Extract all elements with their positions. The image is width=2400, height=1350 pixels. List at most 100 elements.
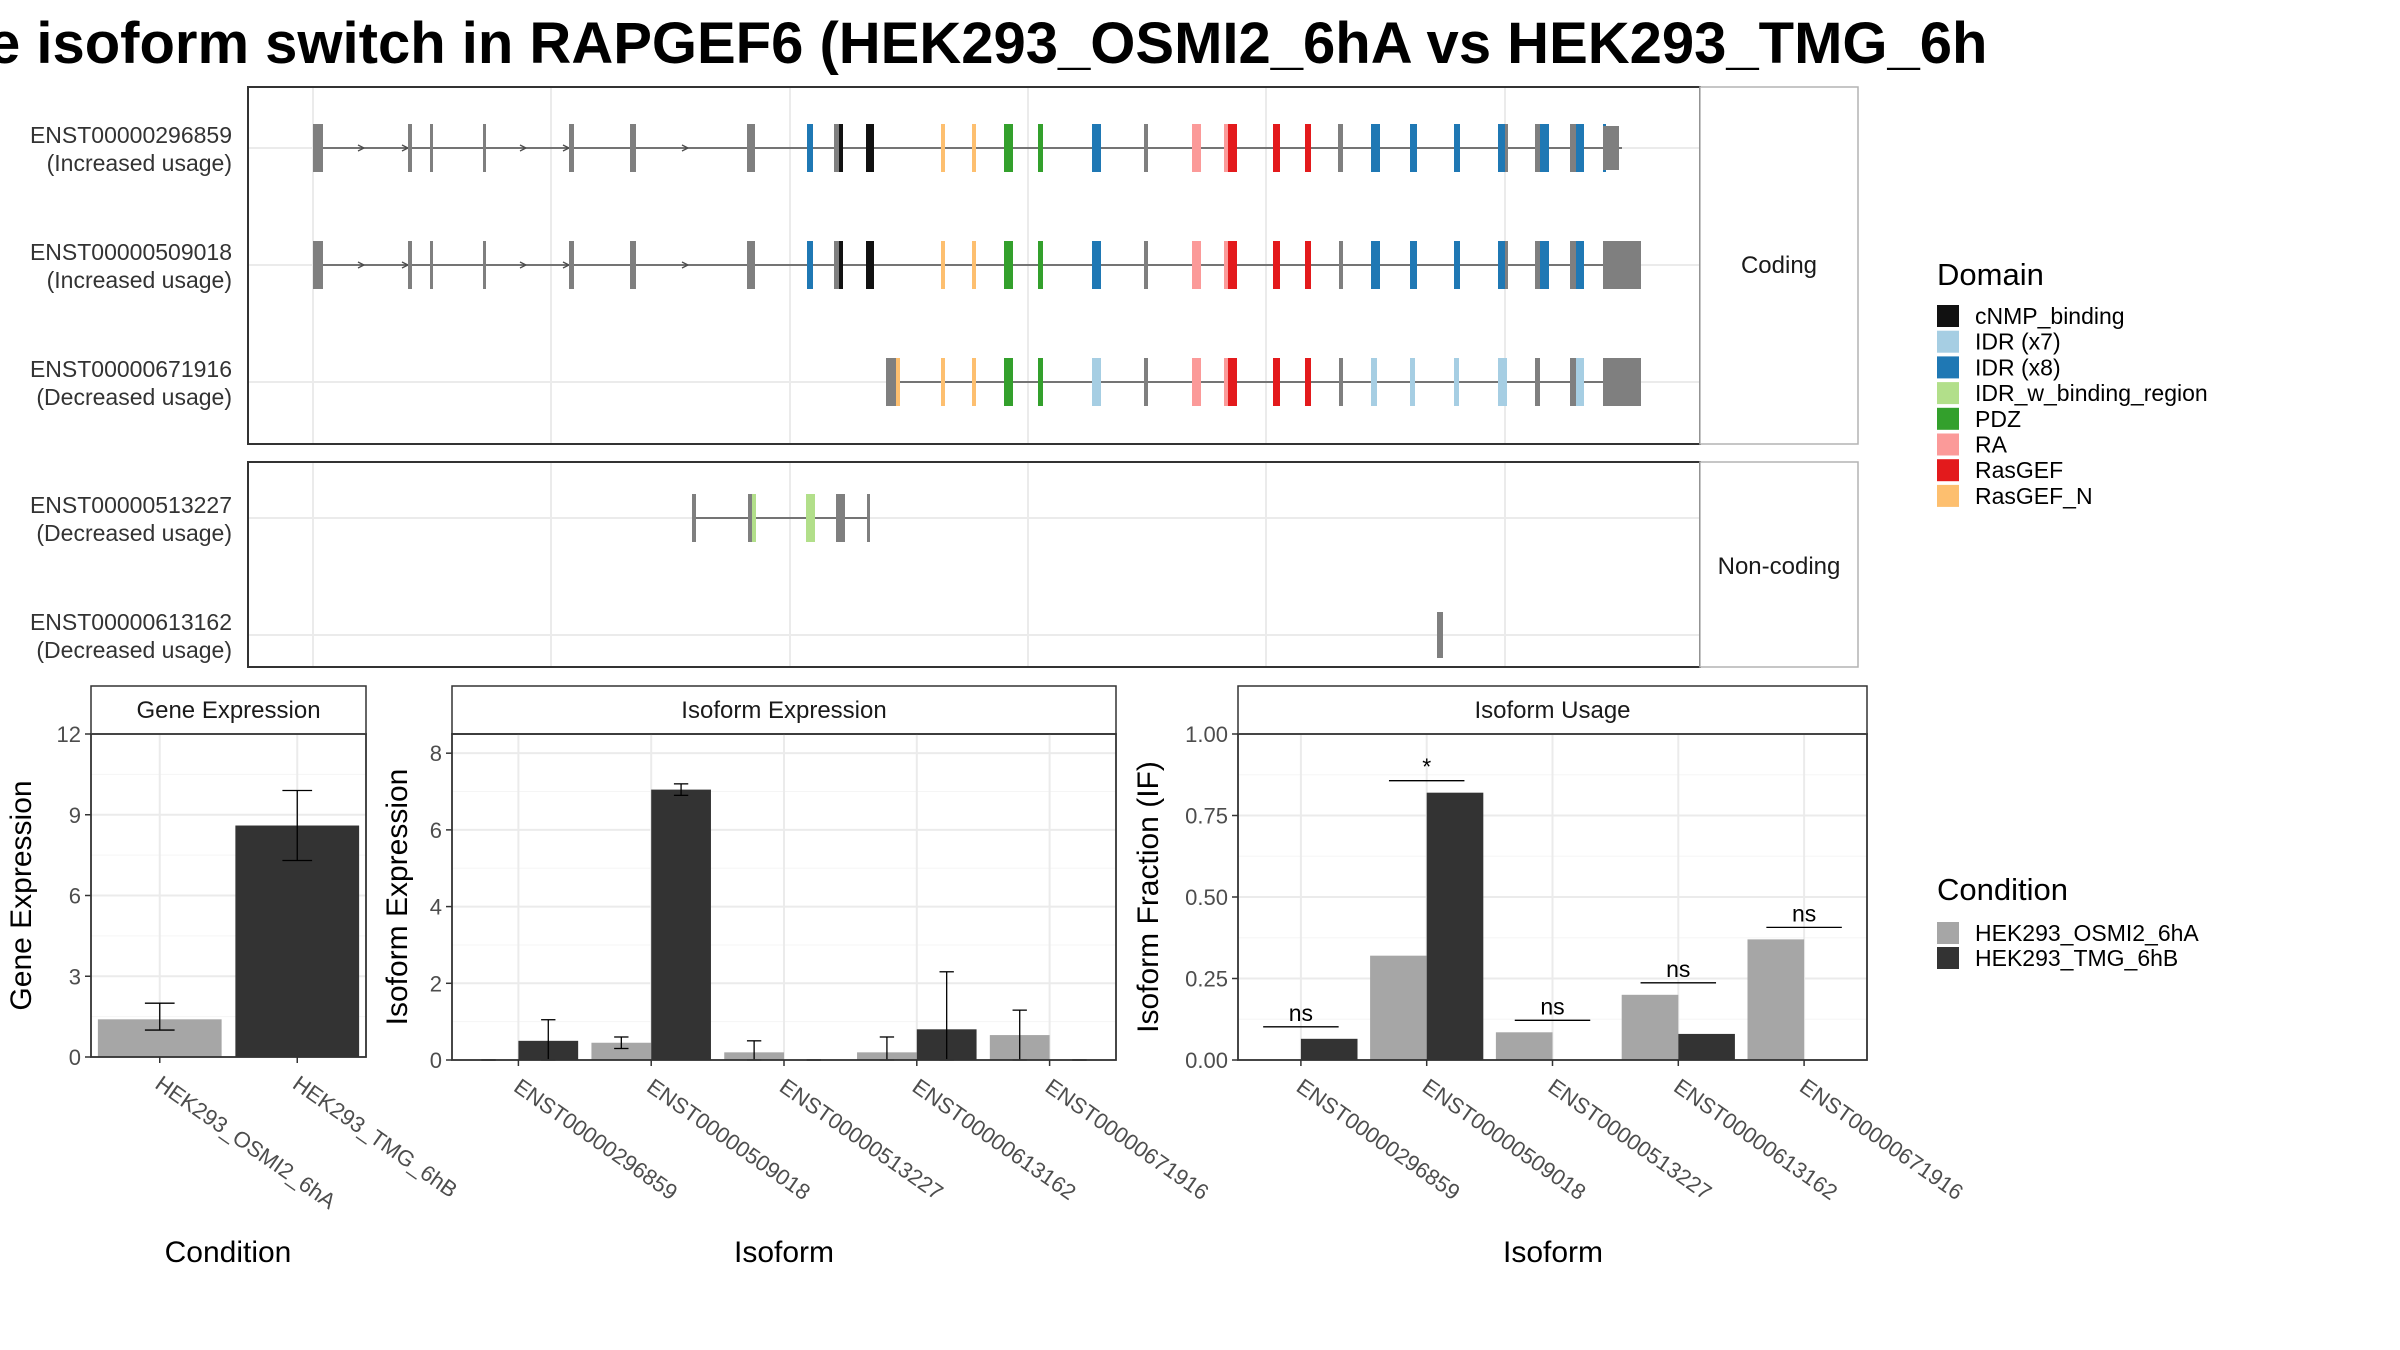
legend-swatch xyxy=(1937,330,1959,353)
bar xyxy=(1747,939,1805,1060)
exon xyxy=(941,241,945,289)
legend-swatch xyxy=(1937,947,1959,969)
exon xyxy=(867,494,870,542)
exon xyxy=(1192,124,1201,172)
exon xyxy=(1498,241,1507,289)
bar xyxy=(1426,792,1484,1060)
exon xyxy=(1192,358,1201,406)
exon xyxy=(866,124,874,172)
chart-title: Gene Expression xyxy=(136,697,320,724)
legend-swatch xyxy=(1937,459,1959,482)
exon xyxy=(1228,241,1237,289)
exon xyxy=(834,124,839,172)
transcript-id-label: ENST00000671916 xyxy=(30,356,232,382)
coding-strip-label: Coding xyxy=(1741,252,1817,279)
y-tick-label: 0.00 xyxy=(1185,1048,1228,1073)
exon xyxy=(1305,241,1311,289)
noncoding-transcripts xyxy=(692,494,1443,658)
exon xyxy=(630,241,636,289)
exon xyxy=(1273,124,1280,172)
transcript-id-label: ENST00000296859 xyxy=(30,122,232,148)
condition-legend-title: Condition xyxy=(1937,872,2068,907)
exon xyxy=(1535,241,1540,289)
x-axis-title: Isoform xyxy=(1503,1236,1603,1269)
y-tick-label: 12 xyxy=(57,722,81,747)
transcript-usage-label: (Decreased usage) xyxy=(36,384,232,410)
exon xyxy=(1004,241,1013,289)
exon xyxy=(313,241,321,289)
exon xyxy=(1038,241,1043,289)
exon xyxy=(1437,612,1443,658)
exon xyxy=(1576,124,1584,172)
exon xyxy=(408,124,412,172)
exon xyxy=(1004,124,1013,172)
significance-label: * xyxy=(1422,754,1431,780)
transcript-id-label: ENST00000613162 xyxy=(30,609,232,635)
y-tick-label: 0 xyxy=(430,1048,442,1073)
exon xyxy=(1092,241,1101,289)
panel-border xyxy=(1237,733,1868,1061)
exon xyxy=(1535,358,1540,406)
exon xyxy=(630,124,636,172)
exon xyxy=(1228,124,1237,172)
transcript-id-label: ENST00000513227 xyxy=(30,492,232,518)
chart-title: Isoform Usage xyxy=(1474,697,1630,724)
exon xyxy=(1224,124,1228,172)
transcript-model xyxy=(313,124,1622,172)
y-tick-label: 3 xyxy=(69,964,81,989)
y-tick-label: 4 xyxy=(430,895,442,920)
exon xyxy=(1305,358,1311,406)
legend-label: IDR (x8) xyxy=(1975,354,2061,380)
exon xyxy=(313,124,321,172)
direction-arrow xyxy=(519,261,528,269)
exon xyxy=(886,358,890,406)
exon xyxy=(747,241,755,289)
facet-strip xyxy=(90,685,367,735)
y-tick-label: 0.25 xyxy=(1185,967,1228,992)
isoform-usage-chart: Isoform Usage0.000.250.500.751.00ENST000… xyxy=(1132,685,1968,1269)
exon xyxy=(483,241,486,289)
exon xyxy=(1192,241,1201,289)
transcript-model xyxy=(886,358,1641,406)
direction-arrow xyxy=(681,261,690,269)
exon xyxy=(1273,358,1280,406)
exon xyxy=(1576,241,1584,289)
bar xyxy=(1300,1038,1358,1060)
exon xyxy=(1505,241,1508,289)
exon xyxy=(1144,124,1148,172)
significance-label: ns xyxy=(1792,900,1816,926)
panel-border xyxy=(90,733,367,1058)
transcript-id-label: ENST00000509018 xyxy=(30,239,232,265)
exon xyxy=(752,494,756,542)
exon xyxy=(839,241,843,289)
transcript-usage-label: (Increased usage) xyxy=(47,267,232,293)
exon xyxy=(1576,358,1584,406)
bar xyxy=(1621,994,1679,1060)
transcript-model xyxy=(313,241,1641,289)
exon xyxy=(1454,241,1460,289)
bar xyxy=(235,825,360,1057)
coding-panel: Coding xyxy=(247,86,1859,445)
bar xyxy=(1370,955,1427,1060)
exon xyxy=(1305,124,1311,172)
facet-strip xyxy=(1237,685,1868,735)
exon xyxy=(1144,358,1148,406)
error-bar xyxy=(673,783,689,797)
exon xyxy=(1603,126,1619,170)
exon xyxy=(747,124,755,172)
domain-legend-title: Domain xyxy=(1937,257,2044,292)
y-tick-label: 0.75 xyxy=(1185,804,1228,829)
exon xyxy=(941,358,945,406)
y-tick-label: 1.00 xyxy=(1185,722,1228,747)
legend-label: RasGEF_N xyxy=(1975,483,2093,509)
legend-label: PDZ xyxy=(1975,406,2021,432)
plot-title: e isoform switch in RAPGEF6 (HEK293_OSMI… xyxy=(0,11,1988,76)
transcript-usage-label: (Decreased usage) xyxy=(36,637,232,663)
y-tick-label: 6 xyxy=(69,884,81,909)
direction-arrow xyxy=(519,144,528,152)
exon xyxy=(483,124,486,172)
legend-swatch xyxy=(1937,433,1959,456)
panel-border xyxy=(451,733,1117,1061)
